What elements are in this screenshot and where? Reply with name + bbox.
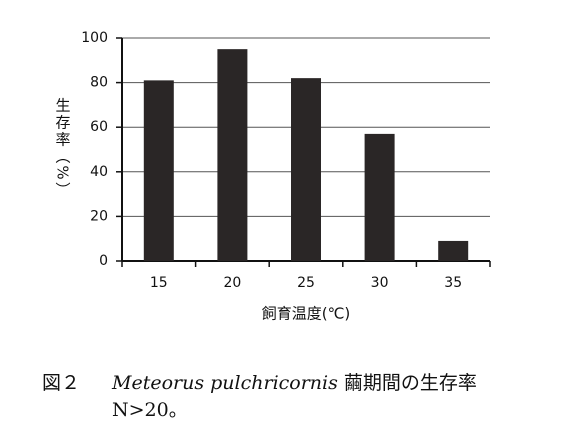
- caption-note: N>20。: [112, 399, 188, 421]
- bar: [143, 80, 174, 262]
- x-axis-label: 飼育温度(℃): [262, 305, 351, 323]
- bar: [291, 78, 321, 261]
- y-tick-label: 40: [90, 164, 108, 180]
- caption-label: 図２: [42, 372, 80, 394]
- y-tick-label: 60: [90, 119, 108, 135]
- x-tick-label: 25: [297, 275, 315, 291]
- x-tick-label: 20: [223, 275, 241, 291]
- x-tick-label: 35: [444, 275, 462, 291]
- y-tick-label: 0: [99, 253, 108, 269]
- caption-species: Meteorus pulchricornis: [111, 372, 338, 394]
- y-tick-label: 100: [81, 30, 108, 46]
- bar: [217, 49, 248, 262]
- x-tick-label: 15: [150, 275, 168, 291]
- bar: [438, 240, 469, 261]
- y-tick-label: 80: [90, 75, 108, 91]
- bar: [364, 133, 395, 261]
- caption-text: 繭期間の生存率: [344, 372, 477, 394]
- y-axis-label: 生存率（%）: [54, 97, 72, 198]
- caption-title: Meteorus pulchricornis 繭期間の生存率: [111, 372, 477, 394]
- y-tick-label: 20: [90, 208, 108, 224]
- x-tick-label: 30: [371, 275, 389, 291]
